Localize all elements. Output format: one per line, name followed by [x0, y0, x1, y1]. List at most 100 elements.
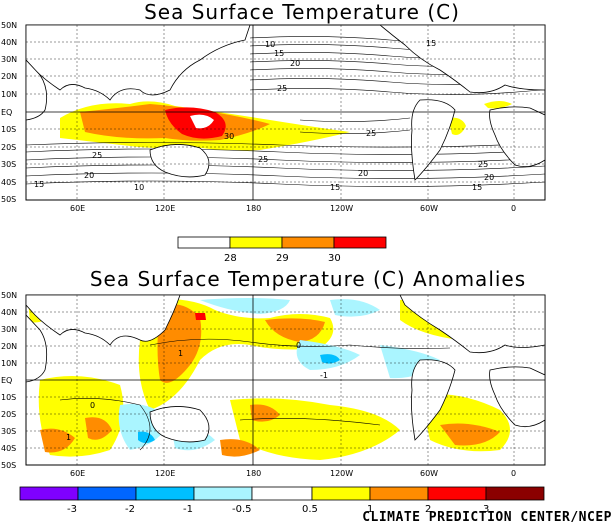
colorbar-swatch [427, 486, 487, 501]
contour-label: 25 [478, 160, 488, 169]
lon-label: 60W [420, 204, 438, 213]
colorbar-swatch [281, 236, 335, 249]
contour-label: 30 [224, 132, 234, 141]
lat-label: 20N [1, 342, 17, 351]
lat-label: 40N [1, 308, 17, 317]
lon-label: 60E [70, 469, 85, 478]
lon-label: 0 [511, 469, 516, 478]
lon-label: 120W [330, 204, 353, 213]
lat-label: 50S [1, 195, 16, 204]
contour-label: 1 [178, 349, 183, 358]
colorbar-swatch [193, 486, 253, 501]
top-map-grid [26, 25, 545, 200]
credit-text: CLIMATE PREDICTION CENTER/NCEP [362, 510, 612, 525]
bottom-lon-labels: 60E 120E 180 120W 60W 0 [70, 469, 516, 478]
contour-label: 15 [330, 183, 340, 192]
lon-label: 60W [420, 469, 438, 478]
sst-atlantic-region [448, 117, 466, 135]
contour-label: 15 [472, 183, 482, 192]
colorbar-swatch [19, 486, 79, 501]
lat-label: 10S [1, 393, 16, 402]
contour-label: 15 [426, 39, 436, 48]
contour-label: 20 [290, 59, 300, 68]
lat-label: 30S [1, 160, 16, 169]
contour-label: 0 [90, 401, 95, 410]
top-lat-labels: 50N 40N 30N 20N 10N EQ 10S 20S 30S 40S 5… [1, 21, 17, 204]
colorbar-swatch [135, 486, 195, 501]
colorbar-label: 3 [483, 504, 489, 515]
bottom-lat-labels: 50N 40N 30N 20N 10N EQ 10S 20S 30S 40S 5… [1, 291, 17, 470]
lat-label: 40S [1, 178, 16, 187]
colorbar-label: 0.5 [302, 504, 318, 515]
top-map: 10 15 20 25 30 25 25 20 15 10 15 20 25 1… [1, 21, 546, 213]
colorbar-swatch [77, 486, 137, 501]
colorbar-swatch [251, 486, 313, 501]
lat-label: 20S [1, 143, 16, 152]
colorbar-swatch [369, 486, 429, 501]
contour-label: 1 [66, 433, 71, 442]
colorbar-swatch [485, 486, 545, 501]
colorbar-label: 28 [224, 253, 237, 264]
colorbar-swatch [177, 236, 231, 249]
lat-label: 10N [1, 90, 17, 99]
lon-label: 60E [70, 204, 85, 213]
lat-label: 30N [1, 325, 17, 334]
colorbar-label: -2 [125, 504, 135, 515]
colorbar-swatch [333, 236, 387, 249]
lat-label: 40N [1, 38, 17, 47]
colorbar-label: 2 [425, 504, 431, 515]
colorbar-label: -3 [67, 504, 77, 515]
lat-label: 40S [1, 444, 16, 453]
contour-label: 15 [34, 180, 44, 189]
contour-label: 25 [366, 129, 376, 138]
lon-label: 180 [246, 469, 261, 478]
contour-label: 10 [134, 183, 144, 192]
lon-label: 180 [246, 204, 261, 213]
bottom-colorbar: -3 -2 -1 -0.5 0.5 1 2 3 [19, 486, 545, 515]
lon-label: 120E [155, 469, 175, 478]
lon-label: 120W [330, 469, 353, 478]
colorbar-label: 30 [328, 253, 341, 264]
colorbar-label: 1 [367, 504, 373, 515]
top-map-title: Sea Surface Temperature (C) [144, 0, 460, 24]
contour-label: -1 [320, 371, 328, 380]
lat-label: 30S [1, 427, 16, 436]
warm-anomaly-2-region [195, 313, 206, 320]
lat-label: 10S [1, 125, 16, 134]
top-map-fields [26, 25, 545, 187]
contour-label: 20 [484, 173, 494, 182]
top-lon-labels: 60E 120E 180 120W 60W 0 [70, 204, 516, 213]
bottom-map-fields [26, 295, 545, 460]
lon-label: 0 [511, 204, 516, 213]
cool-anomaly-1-regions [138, 354, 340, 443]
contour-label: 10 [265, 40, 275, 49]
colorbar-label: -1 [183, 504, 193, 515]
contour-label: 25 [258, 155, 268, 164]
contour-label: 20 [358, 169, 368, 178]
colorbar-swatch [311, 486, 371, 501]
colorbar-label: -0.5 [232, 504, 252, 515]
lat-label: EQ [1, 376, 12, 385]
lat-label: 20N [1, 72, 17, 81]
contour-label: 25 [92, 151, 102, 160]
lat-label: 50N [1, 21, 17, 30]
anomaly-contours [59, 338, 451, 451]
lat-label: 20S [1, 410, 16, 419]
contour-label: 25 [277, 84, 287, 93]
contour-label: 15 [274, 49, 284, 58]
colorbar-swatch [229, 236, 283, 249]
lat-label: 50N [1, 291, 17, 300]
lat-label: 30N [1, 55, 17, 64]
lat-label: EQ [1, 108, 12, 117]
bottom-map: -1 0 1 0 1 50N 40N 30N 20N 10N EQ 10S 20… [1, 291, 546, 478]
sst-gulf-region [484, 101, 512, 109]
lat-label: 50S [1, 461, 16, 470]
top-colorbar: 28 29 30 [177, 236, 387, 264]
lon-label: 120E [155, 204, 175, 213]
contour-label: 20 [84, 171, 94, 180]
sst-31-region [190, 114, 214, 129]
lat-label: 10N [1, 359, 17, 368]
colorbar-label: 29 [276, 253, 289, 264]
bottom-map-title: Sea Surface Temperature (C) Anomalies [89, 267, 527, 291]
